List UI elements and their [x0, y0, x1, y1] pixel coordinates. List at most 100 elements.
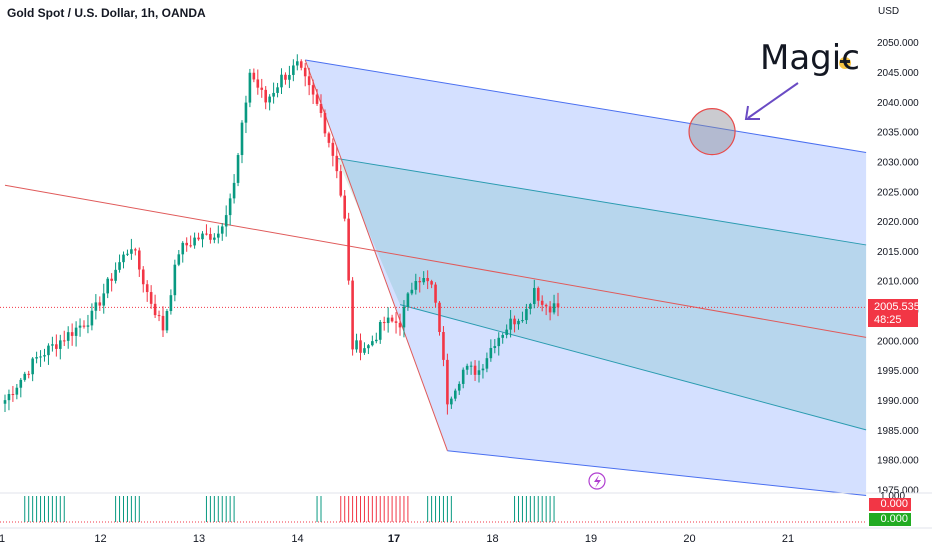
- candle[interactable]: [27, 373, 30, 375]
- candle[interactable]: [355, 340, 358, 350]
- candle[interactable]: [197, 237, 200, 240]
- candle[interactable]: [55, 344, 58, 349]
- candle[interactable]: [533, 287, 536, 305]
- candle[interactable]: [47, 345, 50, 356]
- candle[interactable]: [240, 122, 244, 156]
- candle[interactable]: [371, 341, 374, 346]
- candle[interactable]: [406, 293, 410, 307]
- candle[interactable]: [351, 280, 354, 350]
- candle[interactable]: [540, 300, 544, 305]
- candle[interactable]: [130, 249, 133, 254]
- candle[interactable]: [319, 103, 323, 113]
- candle[interactable]: [141, 269, 145, 285]
- pitchfork-handle-line[interactable]: [304, 59, 448, 451]
- candle[interactable]: [106, 278, 109, 294]
- candle[interactable]: [165, 311, 169, 331]
- candle[interactable]: [260, 87, 264, 90]
- candle[interactable]: [122, 254, 125, 263]
- candle[interactable]: [315, 94, 319, 104]
- candle[interactable]: [375, 339, 378, 342]
- candle[interactable]: [410, 289, 414, 294]
- candle[interactable]: [457, 383, 461, 391]
- candle[interactable]: [102, 293, 106, 306]
- candle[interactable]: [454, 390, 457, 399]
- candle[interactable]: [493, 346, 497, 348]
- candle[interactable]: [422, 278, 425, 283]
- candle[interactable]: [323, 112, 327, 134]
- candle[interactable]: [94, 302, 98, 311]
- candle[interactable]: [481, 368, 485, 371]
- candle[interactable]: [78, 325, 82, 328]
- candle[interactable]: [51, 344, 54, 346]
- candle[interactable]: [276, 87, 279, 93]
- candle[interactable]: [201, 233, 204, 240]
- candle[interactable]: [126, 253, 129, 255]
- candle[interactable]: [446, 359, 449, 405]
- candle[interactable]: [209, 233, 212, 240]
- candle[interactable]: [339, 171, 343, 196]
- candle[interactable]: [552, 303, 556, 313]
- candle[interactable]: [153, 303, 157, 316]
- candle[interactable]: [248, 72, 252, 103]
- candle[interactable]: [382, 322, 386, 324]
- candle[interactable]: [489, 347, 493, 359]
- candle[interactable]: [359, 340, 362, 353]
- trend-line[interactable]: [4, 184, 867, 338]
- candle[interactable]: [343, 195, 346, 219]
- candle[interactable]: [418, 281, 422, 283]
- candle[interactable]: [461, 369, 465, 384]
- candle[interactable]: [110, 278, 113, 281]
- candle[interactable]: [347, 218, 350, 281]
- candle[interactable]: [529, 304, 532, 309]
- candle[interactable]: [252, 72, 256, 80]
- candle[interactable]: [536, 287, 540, 301]
- candle[interactable]: [398, 322, 402, 328]
- candle[interactable]: [501, 334, 504, 338]
- candle[interactable]: [86, 325, 90, 327]
- candle[interactable]: [82, 325, 86, 327]
- candle[interactable]: [386, 317, 390, 324]
- candle[interactable]: [378, 322, 382, 340]
- candle[interactable]: [145, 284, 149, 293]
- candle[interactable]: [402, 306, 406, 328]
- candle[interactable]: [331, 142, 335, 156]
- candle[interactable]: [157, 315, 161, 317]
- candle[interactable]: [90, 310, 94, 326]
- candle[interactable]: [236, 155, 240, 183]
- candle[interactable]: [7, 394, 11, 401]
- candle[interactable]: [98, 302, 102, 306]
- candle[interactable]: [11, 394, 15, 396]
- candle[interactable]: [193, 237, 196, 246]
- candle[interactable]: [292, 65, 295, 75]
- candle[interactable]: [181, 242, 185, 255]
- candle[interactable]: [438, 302, 441, 332]
- candle[interactable]: [473, 365, 477, 375]
- candle[interactable]: [19, 379, 23, 388]
- candle[interactable]: [513, 318, 516, 325]
- candle[interactable]: [39, 356, 42, 358]
- candle[interactable]: [367, 345, 370, 349]
- candle[interactable]: [394, 321, 398, 323]
- candle[interactable]: [327, 133, 331, 143]
- candle[interactable]: [426, 278, 429, 282]
- candle[interactable]: [414, 281, 418, 290]
- candle[interactable]: [268, 96, 271, 103]
- candle[interactable]: [390, 317, 394, 322]
- candle[interactable]: [149, 292, 153, 304]
- candle[interactable]: [434, 284, 437, 303]
- candle[interactable]: [465, 365, 469, 370]
- candle[interactable]: [307, 76, 311, 86]
- candle[interactable]: [189, 245, 192, 247]
- candle[interactable]: [296, 61, 299, 66]
- candle[interactable]: [118, 262, 121, 270]
- candle[interactable]: [335, 155, 339, 172]
- candle[interactable]: [217, 233, 220, 238]
- candle[interactable]: [556, 303, 560, 308]
- candle[interactable]: [497, 337, 501, 347]
- candle[interactable]: [284, 74, 287, 80]
- candle[interactable]: [169, 295, 173, 312]
- candle[interactable]: [363, 348, 366, 353]
- candle[interactable]: [517, 320, 520, 325]
- candle[interactable]: [485, 358, 489, 369]
